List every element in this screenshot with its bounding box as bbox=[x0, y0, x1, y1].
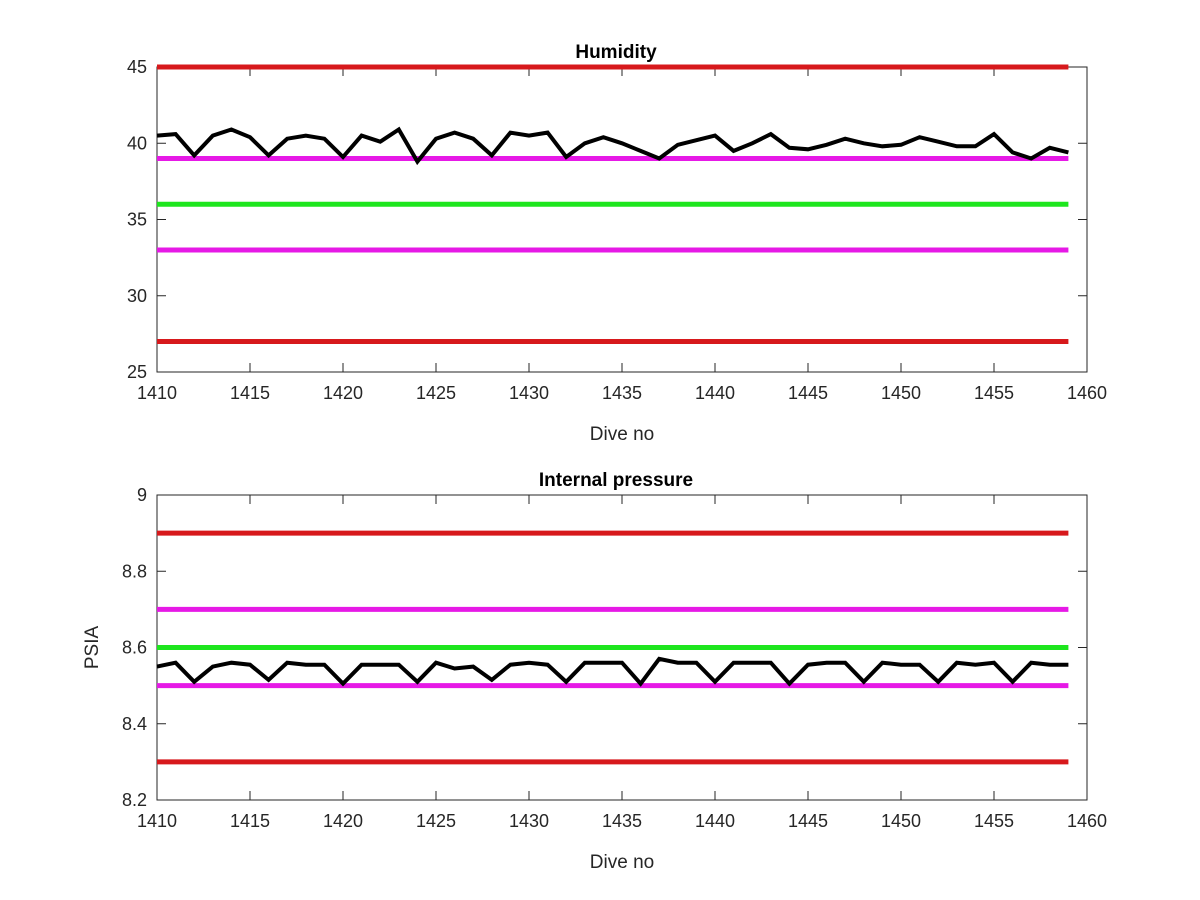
pressure-x-tick-label: 1445 bbox=[788, 811, 828, 831]
humidity-x-tick-label: 1455 bbox=[974, 383, 1014, 403]
pressure-x-tick-label: 1430 bbox=[509, 811, 549, 831]
humidity-y-tick-label: 30 bbox=[127, 286, 147, 306]
humidity-x-tick-label: 1410 bbox=[137, 383, 177, 403]
humidity-series-line bbox=[156, 126, 1069, 166]
pressure-y-tick-label: 8.2 bbox=[122, 790, 147, 810]
pressure-x-tick-label: 1450 bbox=[881, 811, 921, 831]
humidity-y-tick-label: 35 bbox=[127, 210, 147, 230]
pressure-y-axis-label: PSIA bbox=[82, 626, 103, 670]
humidity-x-tick-label: 1420 bbox=[323, 383, 363, 403]
humidity-y-tick-label: 40 bbox=[127, 133, 147, 153]
humidity-x-tick-label: 1430 bbox=[509, 383, 549, 403]
pressure-chart-title: Internal pressure bbox=[539, 470, 693, 491]
humidity-axes: 1410 1415 1420 1425 1430 1435 1440 1445 1450 1455… bbox=[127, 42, 1107, 445]
internal-pressure-axes: 1410 1415 1420 1425 1430 1435 1440 1445 1450 1455… bbox=[82, 470, 1107, 873]
humidity-x-tick-label: 1445 bbox=[788, 383, 828, 403]
humidity-x-tick-label: 1450 bbox=[881, 383, 921, 403]
pressure-x-tick-label: 1460 bbox=[1067, 811, 1107, 831]
humidity-chart-title: Humidity bbox=[575, 42, 657, 63]
humidity-x-axis-label: Dive no bbox=[590, 424, 654, 445]
pressure-series-line bbox=[156, 656, 1069, 687]
pressure-y-tick-label: 8.4 bbox=[122, 714, 147, 734]
pressure-y-tick-label: 8.6 bbox=[122, 638, 147, 658]
humidity-x-tick-label: 1460 bbox=[1067, 383, 1107, 403]
humidity-x-tick-label: 1425 bbox=[416, 383, 456, 403]
pressure-x-tick-label: 1435 bbox=[602, 811, 642, 831]
humidity-y-tick-label: 25 bbox=[127, 362, 147, 382]
pressure-y-tick-label: 8.8 bbox=[122, 561, 147, 581]
humidity-x-tick-label: 1440 bbox=[695, 383, 735, 403]
pressure-x-tick-label: 1440 bbox=[695, 811, 735, 831]
humidity-x-tick-label: 1415 bbox=[230, 383, 270, 403]
pressure-y-tick-label: 9 bbox=[137, 485, 147, 505]
pressure-x-tick-label: 1425 bbox=[416, 811, 456, 831]
humidity-y-tick-label: 45 bbox=[127, 57, 147, 77]
pressure-x-tick-label: 1455 bbox=[974, 811, 1014, 831]
pressure-x-tick-label: 1420 bbox=[323, 811, 363, 831]
humidity-plot-area bbox=[156, 66, 1088, 373]
pressure-x-axis-label: Dive no bbox=[590, 852, 654, 873]
pressure-x-tick-label: 1410 bbox=[137, 811, 177, 831]
pressure-x-tick-label: 1415 bbox=[230, 811, 270, 831]
humidity-x-tick-label: 1435 bbox=[602, 383, 642, 403]
